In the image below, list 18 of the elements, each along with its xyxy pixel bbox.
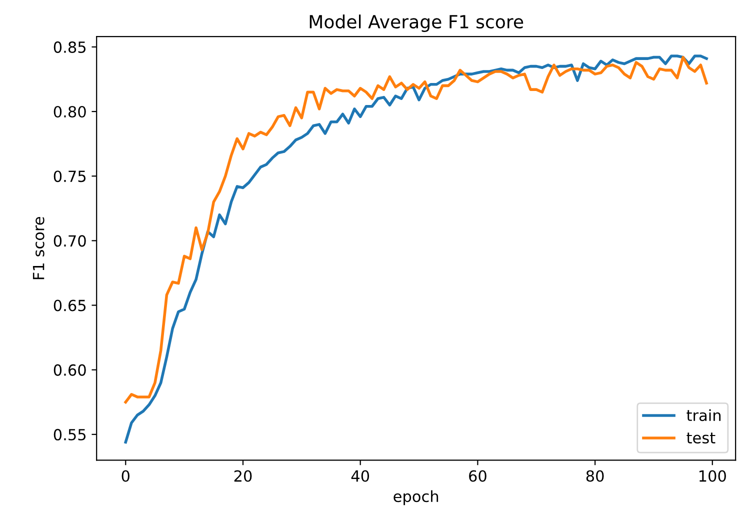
y-tick-label: 0.65 [54, 300, 86, 312]
x-tick-label: 100 [699, 470, 726, 482]
y-tick-label: 0.55 [54, 428, 86, 440]
x-tick-label: 20 [234, 470, 252, 482]
chart-title: Model Average F1 score [310, 14, 524, 32]
x-tick-label: 80 [586, 470, 604, 482]
legend-label: test [686, 432, 716, 444]
x-tick-label: 60 [469, 470, 486, 482]
y-tick-label: 0.60 [54, 364, 86, 376]
x-tick-label: 40 [351, 470, 370, 482]
legend-label: train [686, 409, 721, 422]
y-tick-label: 0.85 [54, 41, 86, 53]
x-axis-title: epoch [394, 490, 438, 506]
x-tick-label: 0 [122, 470, 130, 482]
y-tick-label: 0.80 [54, 106, 86, 118]
y-axis-title: F1 score [32, 217, 44, 280]
y-tick-label: 0.75 [54, 170, 86, 182]
y-tick-label: 0.70 [54, 235, 86, 247]
